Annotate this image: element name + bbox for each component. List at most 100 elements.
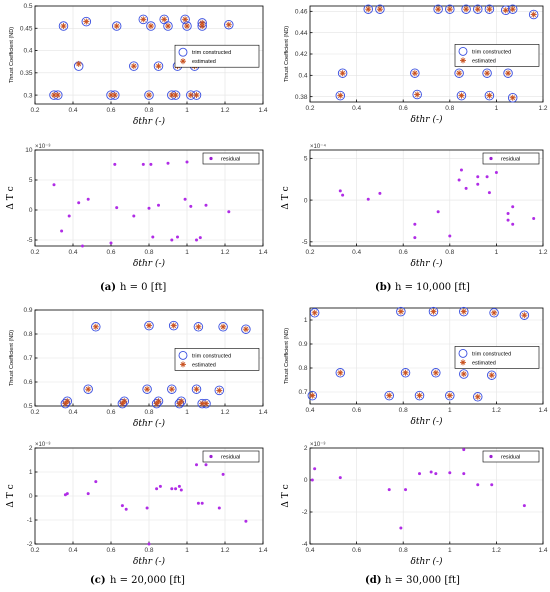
legend-d-bot: residual <box>482 450 540 463</box>
estimated-point <box>376 6 383 13</box>
legend-estimated-label: estimated <box>192 362 216 368</box>
estimated-point <box>509 6 516 13</box>
x-tick-label-d-bot: 1.2 <box>492 547 501 554</box>
estimated-point <box>411 70 418 77</box>
residual-point <box>147 542 151 546</box>
residual-point <box>81 244 84 248</box>
trim-point <box>456 90 467 101</box>
estimated-stroke <box>171 323 177 329</box>
estimated-point <box>339 70 346 77</box>
legend-box <box>202 152 260 165</box>
estimated-stroke <box>460 58 466 63</box>
estimated-stroke <box>195 324 201 330</box>
residual-point <box>436 210 440 214</box>
residual-point <box>310 478 314 482</box>
legend-residual-icon <box>209 454 213 459</box>
x-tick-label-b-bot: 1 <box>495 249 499 256</box>
residual-point <box>195 463 198 467</box>
residual-point <box>418 472 422 476</box>
legend-estimated-label: estimated <box>472 58 496 64</box>
trim-point <box>337 68 348 78</box>
x-tick-label-b-top: 0.2 <box>305 105 314 112</box>
y-tick-label-c-top: 0.7 <box>23 355 32 362</box>
estimated-stroke <box>121 398 127 404</box>
estimated-stroke <box>199 20 205 26</box>
legend-residual-label: residual <box>501 455 520 461</box>
estimated-point <box>85 386 92 393</box>
estimated-point <box>365 6 372 13</box>
y-tick-label-b-bot: 0 <box>304 197 308 204</box>
estimated-stroke <box>365 6 371 12</box>
x-tick-label-a-bot: 0.6 <box>106 249 115 256</box>
trim-point <box>412 89 422 100</box>
estimated-stroke <box>108 92 114 98</box>
estimated-point <box>486 6 493 13</box>
legend-c-bot: residual <box>202 450 260 463</box>
trim-point <box>445 390 455 401</box>
x-tick-label-a-bot: 0.8 <box>144 249 153 256</box>
caption-d-text: h = 30,000 [ft] <box>385 575 460 586</box>
legend-residual-icon <box>209 156 213 161</box>
residual-point <box>170 238 174 242</box>
estimated-stroke <box>76 61 82 67</box>
trim-point <box>218 322 228 332</box>
residual-point <box>404 488 408 492</box>
trim-point <box>168 320 179 331</box>
estimated-point <box>92 323 99 330</box>
residual-point <box>145 506 149 510</box>
plot-frame-c-top <box>34 309 264 407</box>
estimated-point <box>484 70 491 77</box>
trim-point <box>214 385 225 396</box>
caption-a-label: (a) <box>100 282 116 293</box>
estimated-stroke <box>165 23 171 29</box>
estimated-stroke <box>510 95 516 101</box>
residual-point <box>448 234 452 238</box>
estimated-point <box>397 308 404 315</box>
caption-a: (a) h = 0 [ft] <box>100 282 166 293</box>
residual-point <box>166 161 170 165</box>
y-exponent-c-bot: ×10⁻³ <box>35 442 50 448</box>
x-tick-label-d-top: 0.4 <box>305 407 314 414</box>
estimated-stroke <box>180 362 186 367</box>
estimated-point <box>435 6 442 13</box>
x-tick-label-c-bot: 0.2 <box>30 547 39 554</box>
estimated-stroke <box>412 70 418 76</box>
trim-point <box>153 61 164 71</box>
residual-point <box>155 487 159 491</box>
trim-point <box>473 392 483 402</box>
estimated-point <box>309 392 316 399</box>
estimated-stroke <box>337 370 343 376</box>
y-tick-label-d-top: 0.8 <box>298 365 307 372</box>
trim-point <box>473 4 483 14</box>
estimated-stroke <box>182 16 188 22</box>
estimated-stroke <box>243 326 249 332</box>
x-tick-label-d-bot: 1.4 <box>538 547 547 554</box>
plot-frame-d-top <box>309 307 544 405</box>
x-tick-label-a-top: 1.4 <box>258 107 267 114</box>
x-tick-label-a-top: 0.8 <box>144 107 153 114</box>
trim-point <box>375 4 385 14</box>
estimated-point <box>474 393 481 400</box>
trim-point <box>410 68 420 78</box>
y-tick-label-c-bot: 2 <box>29 445 33 452</box>
trim-point <box>482 68 492 78</box>
estimated-stroke <box>486 93 492 99</box>
y-tick-label-c-top: 0.8 <box>23 331 32 338</box>
trim-point <box>486 370 497 380</box>
estimated-stroke <box>459 93 464 99</box>
x-tick-label-c-bot: 1.4 <box>258 547 267 554</box>
x-tick-label-b-bot: 0.6 <box>399 249 408 256</box>
estimated-point <box>337 369 344 376</box>
y-tick-label-c-bot: 0 <box>29 493 33 500</box>
residual-point <box>338 476 342 480</box>
y-axis-label-c-top: Thrust Coefficient (ND) <box>9 330 15 386</box>
x-tick-label-d-top: 1.4 <box>538 407 547 414</box>
estimated-point <box>521 312 528 319</box>
caption-a-text: h = 0 [ft] <box>120 282 166 293</box>
legend-a-bot: residual <box>202 152 260 165</box>
residual-point <box>476 483 480 487</box>
residual-point <box>151 235 155 239</box>
estimated-stroke <box>456 70 462 76</box>
estimated-stroke <box>489 372 495 378</box>
estimated-point <box>155 63 162 70</box>
